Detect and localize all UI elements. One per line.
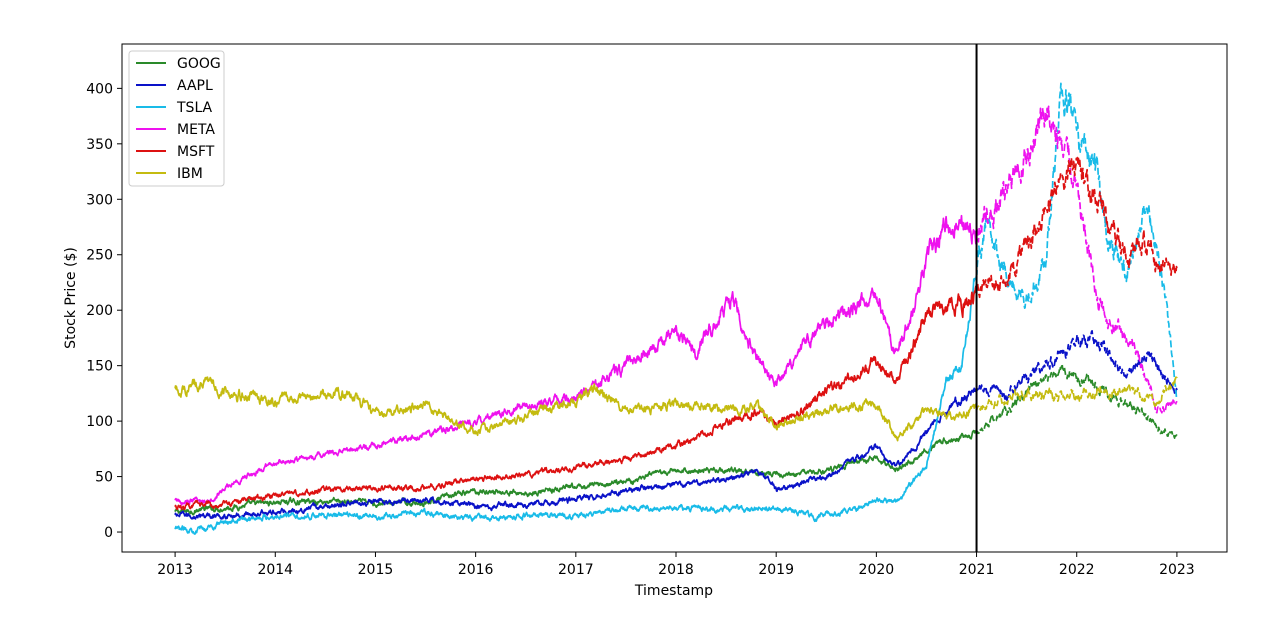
- x-tick-label: 2016: [458, 562, 494, 578]
- plot-area: [174, 44, 1178, 552]
- series-aapl: [174, 330, 1178, 520]
- y-tick-label: 400: [86, 81, 113, 97]
- series-ibm: [174, 376, 1178, 442]
- series-line-ibm-dashed: [975, 376, 1178, 412]
- y-tick-label: 200: [86, 303, 113, 319]
- legend-label: META: [177, 122, 215, 138]
- x-tick-label: 2023: [1159, 562, 1195, 578]
- legend-item-ibm: IBM: [136, 166, 203, 182]
- axes: 2013 2014 2015 2016 2017 2018 2019 2020 2021 2022…: [86, 43, 1228, 578]
- x-tick-label: 2017: [558, 562, 594, 578]
- x-tick-label: 2013: [157, 562, 193, 578]
- y-tick-label: 150: [86, 359, 113, 375]
- series-line-goog-solid: [174, 429, 978, 516]
- legend-item-meta: META: [136, 122, 215, 138]
- series-line-aapl-solid: [174, 387, 978, 520]
- legend-label: TSLA: [176, 100, 213, 116]
- series-line-meta-dashed: [975, 105, 1178, 414]
- legend-item-msft: MSFT: [136, 144, 215, 160]
- series-line-meta-solid: [174, 214, 978, 506]
- series-meta: [174, 105, 1178, 506]
- series-line-goog-dashed: [975, 362, 1178, 439]
- y-tick-label: 250: [86, 248, 113, 264]
- series-line-tsla-solid: [174, 274, 978, 535]
- legend-label: IBM: [177, 166, 203, 182]
- series-line-ibm-solid: [174, 376, 978, 442]
- legend-label: GOOG: [177, 56, 221, 72]
- legend-item-aapl: AAPL: [136, 78, 213, 94]
- y-tick-label: 50: [95, 470, 113, 486]
- x-tick-label: 2015: [358, 562, 394, 578]
- y-tick-label: 100: [86, 414, 113, 430]
- series-goog: [174, 362, 1178, 516]
- series-line-aapl-dashed: [975, 330, 1178, 402]
- y-tick-label: 0: [104, 525, 113, 541]
- legend: GOOG AAPL TSLA META MSFT IBM: [128, 50, 225, 187]
- x-tick-label: 2021: [959, 562, 995, 578]
- y-tick-label: 350: [86, 137, 113, 153]
- legend-label: AAPL: [177, 78, 213, 94]
- legend-item-goog: GOOG: [136, 56, 221, 72]
- y-tick-label: 300: [86, 192, 113, 208]
- legend-item-tsla: TSLA: [136, 100, 213, 116]
- series-line-msft-dashed: [975, 155, 1178, 299]
- series-msft: [174, 155, 1178, 511]
- x-tick-label: 2018: [658, 562, 694, 578]
- series-line-tsla-dashed: [975, 82, 1178, 400]
- x-tick-label: 2020: [859, 562, 895, 578]
- series-line-msft-solid: [174, 285, 978, 511]
- legend-label: MSFT: [177, 144, 215, 160]
- x-axis-label: Timestamp: [634, 583, 713, 599]
- x-tick-label: 2014: [257, 562, 293, 578]
- x-tick-label: 2022: [1059, 562, 1095, 578]
- series-tsla: [174, 82, 1178, 535]
- plot-frame: [121, 43, 1228, 553]
- y-axis-label: Stock Price ($): [63, 247, 79, 349]
- x-tick-label: 2019: [758, 562, 794, 578]
